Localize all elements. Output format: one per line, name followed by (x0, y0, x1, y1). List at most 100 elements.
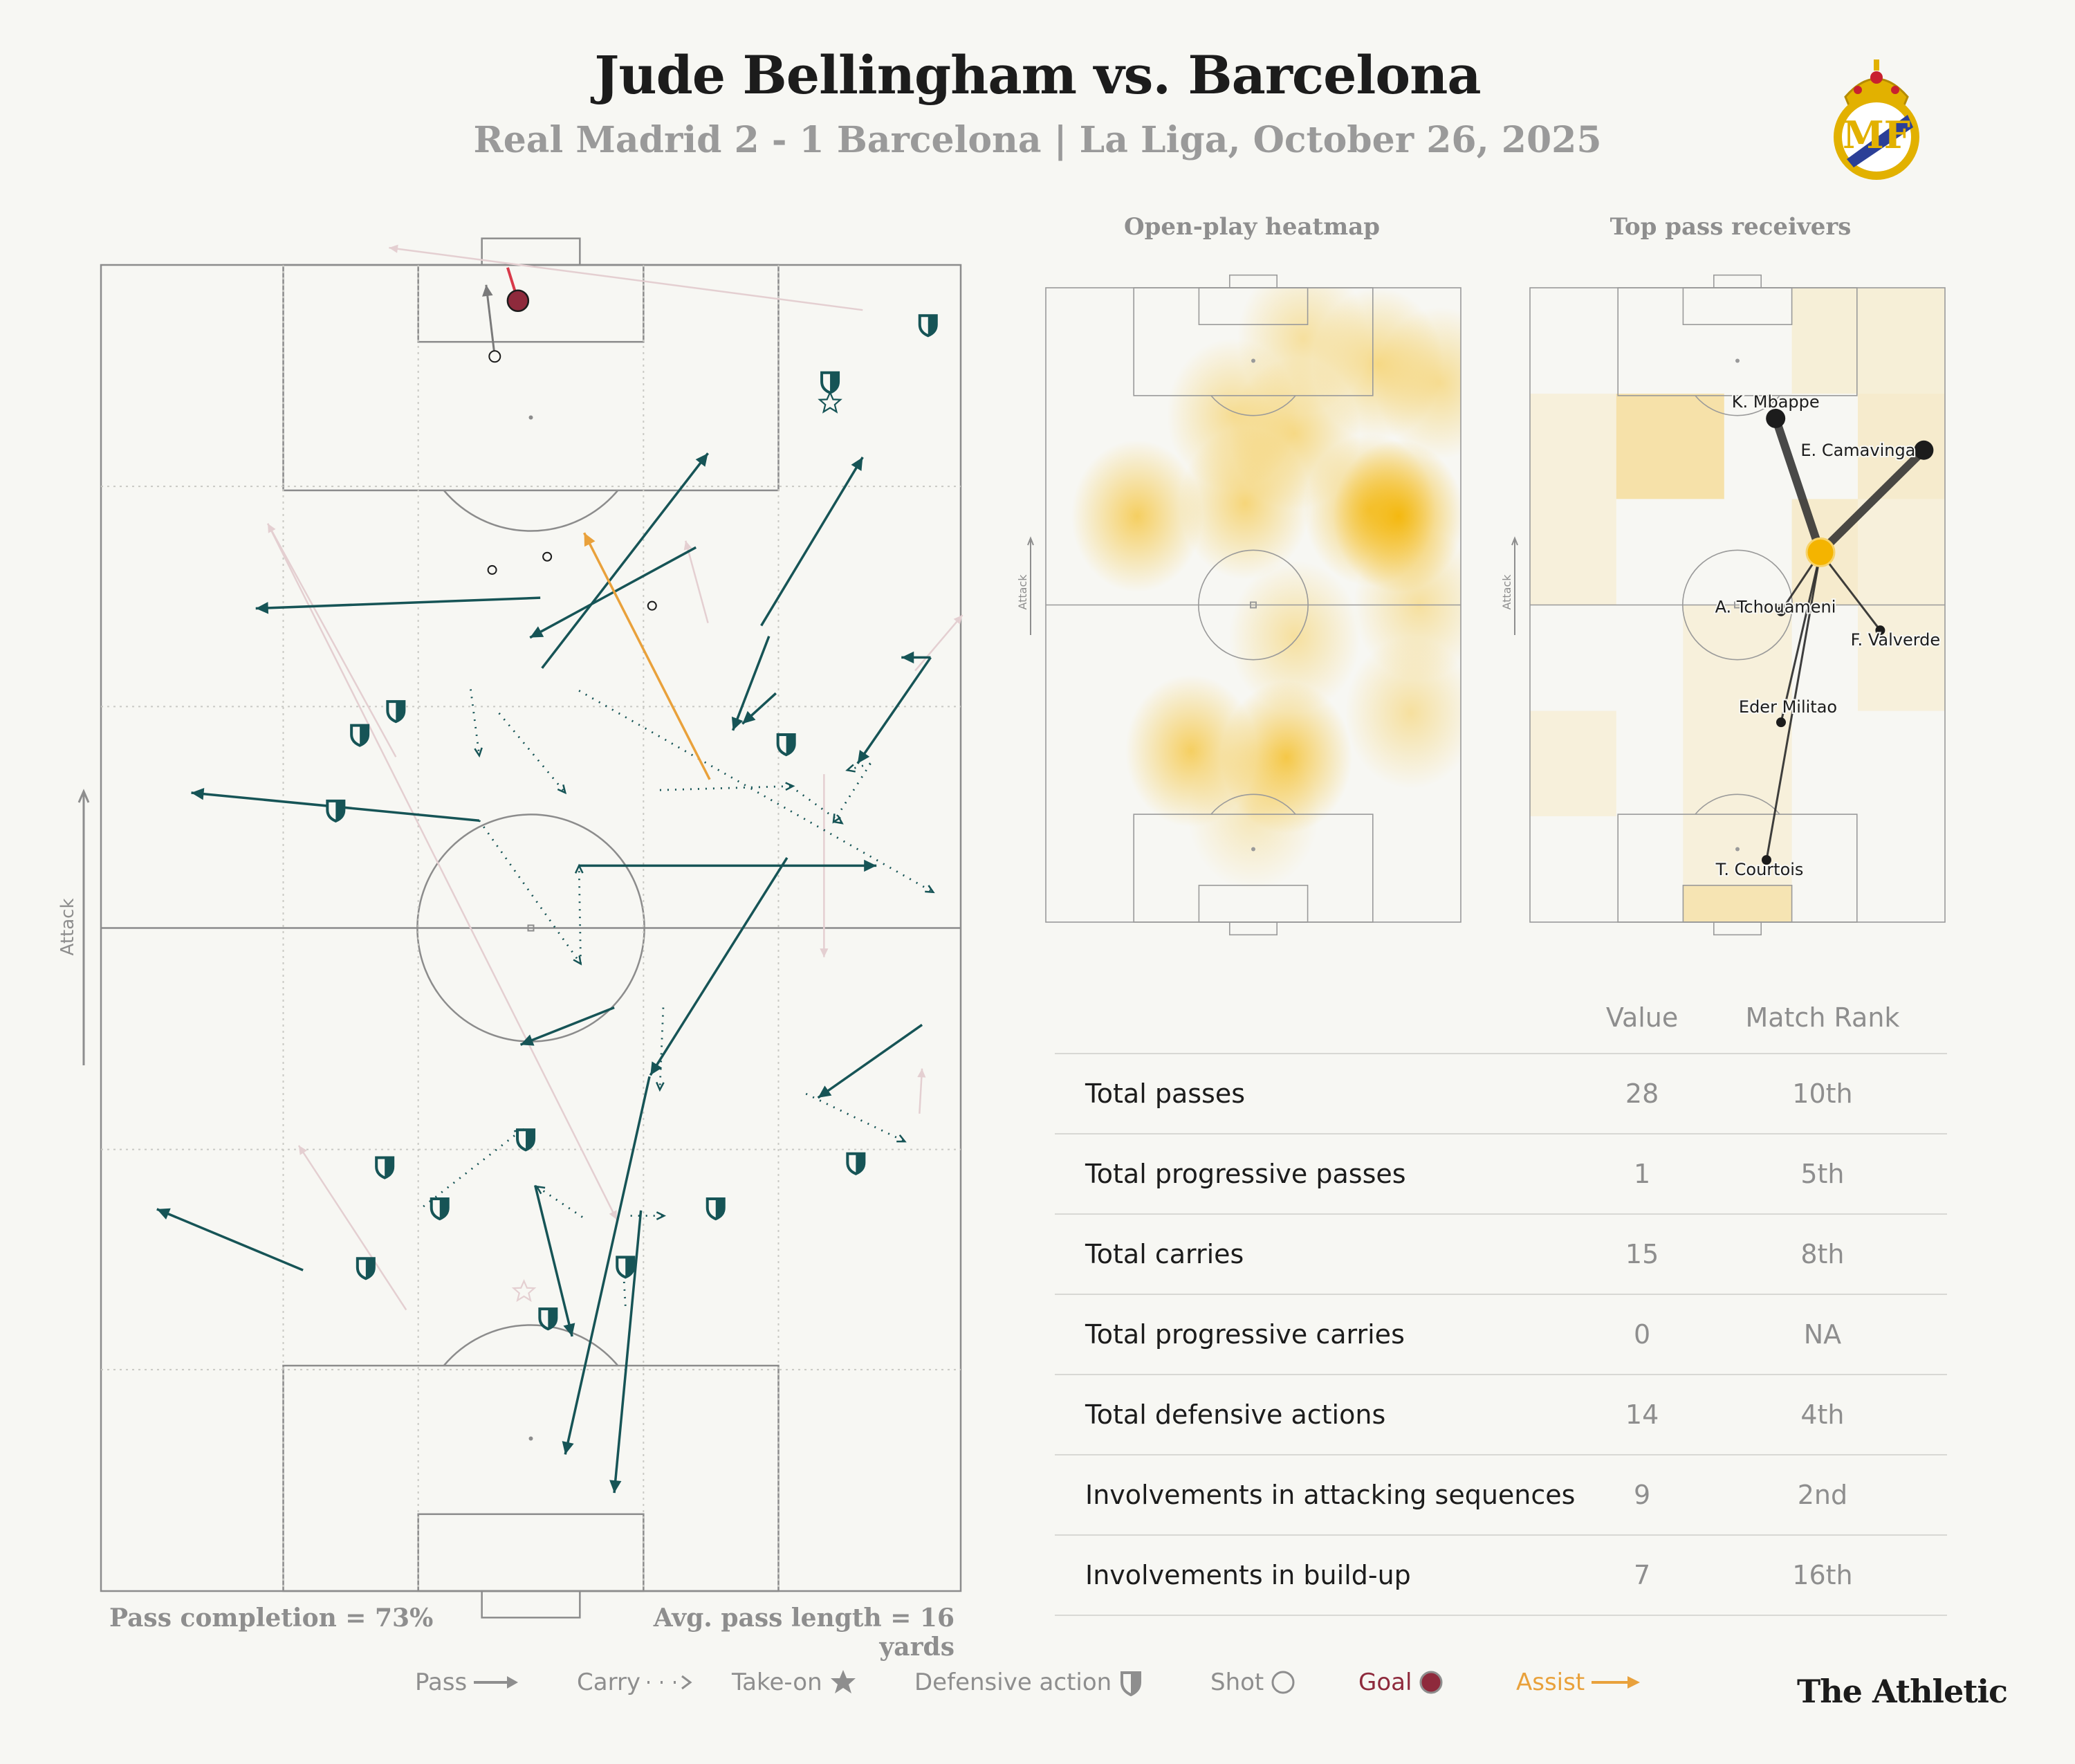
shield-half (526, 1130, 535, 1150)
heat-attack-arrowhead (1027, 536, 1034, 546)
pass-head-8 (191, 788, 205, 800)
heatmap-blobs (1071, 288, 1461, 891)
legend-pass: Pass (415, 1669, 521, 1696)
pass-14 (564, 1076, 651, 1455)
carry-head-11 (535, 1185, 546, 1195)
defensive-action-13 (538, 1307, 558, 1331)
receiver-zone-8 (1530, 710, 1616, 816)
bellingham-marker (1805, 537, 1836, 567)
receiver-zone-7 (1683, 605, 1792, 922)
main-top-penalty-spot (528, 415, 533, 420)
stat-rank: NA (1697, 1294, 1947, 1375)
pass-15 (534, 1184, 573, 1337)
heat-blob-6 (1179, 427, 1311, 580)
defensive-action-11 (616, 1256, 636, 1279)
recv-bottom-penalty-spot (1735, 847, 1740, 852)
star-icon (830, 1670, 856, 1693)
shield-half (786, 735, 795, 755)
carry-head-1 (557, 784, 567, 795)
heat-attack-text: Attack (1016, 574, 1029, 610)
faded-event-head-7 (609, 1210, 617, 1220)
stat-value: 7 (1586, 1535, 1698, 1616)
recv-bottom-goal (1713, 921, 1762, 936)
receiver-zone-9 (1683, 885, 1792, 922)
shield-half (625, 1257, 634, 1278)
pass-16 (613, 1210, 643, 1494)
receiver-node-4 (1776, 717, 1786, 728)
legend-take-on: Take-on (732, 1669, 858, 1696)
receiver-node-3 (1875, 625, 1885, 636)
stat-rank: 4th (1697, 1375, 1947, 1455)
recv-centre-circle (1682, 549, 1793, 661)
carry-head-9 (656, 1081, 665, 1092)
receiver-label-1: E. Camavinga (1800, 441, 1915, 460)
carry-arrow-icon (647, 1675, 692, 1690)
circle-icon (1271, 1671, 1295, 1694)
defensive-action-4 (776, 733, 796, 757)
defensive-action-9 (430, 1197, 450, 1221)
stat-label: Involvements in attacking sequences (1055, 1455, 1587, 1536)
carry-10 (423, 1128, 523, 1208)
shield-half (335, 800, 344, 821)
heat-bottom-penalty-spot (1251, 847, 1255, 852)
pass-head-7 (857, 750, 870, 764)
faded-event-7 (267, 523, 618, 1220)
stats-row: Total defensive actions 14 4th (1055, 1375, 1947, 1455)
shield-icon (1120, 1671, 1142, 1696)
defensive-action-10 (706, 1197, 726, 1221)
receiver-zone-0 (1616, 394, 1724, 499)
stat-label: Total progressive passes (1055, 1134, 1587, 1215)
heat-bottom-penalty-arc (1210, 793, 1296, 815)
heat-pitch-lines (1045, 274, 1461, 936)
heat-blob-5 (1071, 440, 1203, 593)
stat-value: 15 (1586, 1214, 1698, 1295)
faded-event-head-6 (298, 1145, 307, 1155)
real-madrid-crest-icon: MF (1834, 59, 1919, 180)
shot-1 (487, 564, 497, 575)
receiver-link-0 (1771, 414, 1825, 557)
shield-half (715, 1198, 724, 1219)
faded-event-head-0 (389, 244, 398, 253)
pass-head-15 (563, 1323, 575, 1336)
pass-arrow-icon (474, 1676, 519, 1689)
event-map-pitch (100, 237, 963, 1619)
heatmap-title: Open-play heatmap (1123, 213, 1381, 241)
legend-defensive: Defensive action (914, 1669, 1145, 1696)
stat-value: 14 (1586, 1375, 1698, 1455)
carry-1 (498, 713, 566, 793)
main-top-goal (481, 237, 581, 266)
defensive-action-7 (375, 1156, 395, 1179)
assists (583, 532, 711, 780)
receiver-link-3 (1819, 551, 1881, 632)
legend-pass-label: Pass (415, 1669, 468, 1696)
shot-line-0 (485, 284, 496, 357)
receiver-node-2 (1776, 606, 1786, 616)
carries (423, 689, 935, 1306)
recv-centre-spot (1734, 601, 1741, 609)
stats-row: Total passes 28 10th (1055, 1054, 1947, 1134)
defensive-action-0 (918, 314, 938, 338)
value-column-header: Value (1586, 982, 1698, 1054)
main-bottom-penalty-area (282, 1364, 780, 1592)
legend-take-on-label: Take-on (732, 1669, 822, 1696)
defensive-action-6 (516, 1128, 536, 1152)
pass-head-1 (255, 602, 269, 614)
stats-row: Involvements in attacking sequences 9 2nd (1055, 1455, 1947, 1536)
carry-14 (805, 1092, 905, 1143)
pass-head-10 (520, 1034, 535, 1046)
brand-logo: The Athletic (1797, 1673, 2008, 1710)
main-bottom-penalty-arc (443, 1324, 619, 1366)
pass-1 (255, 596, 541, 610)
carry-head-0 (474, 747, 483, 758)
receiver-node-0 (1766, 408, 1786, 428)
shield-half (548, 1309, 557, 1330)
legend-shot-label: Shot (1210, 1669, 1264, 1696)
faded-event-head-5 (917, 1068, 926, 1078)
recv-top-penalty-arc (1695, 395, 1780, 416)
stat-rank: 8th (1697, 1214, 1947, 1295)
main-centre-spot (527, 924, 535, 932)
shot-head-0 (482, 284, 493, 297)
pass-head-12 (818, 1085, 832, 1098)
receiver-zone-3 (1791, 288, 1858, 394)
recv-attack-arrowhead (1511, 536, 1518, 546)
